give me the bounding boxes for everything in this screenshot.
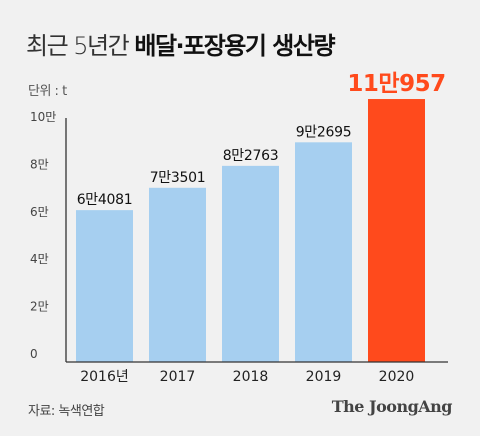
unit-label: 단위 : t (28, 84, 67, 99)
title-light: 최근 5년간 (26, 32, 130, 60)
bar (295, 142, 352, 362)
y-tick-label: 0 (30, 347, 38, 361)
data-label: 9만2695 (296, 124, 352, 140)
y-tick-label: 4만 (30, 252, 49, 266)
publisher-logo: The JoongAng (331, 397, 453, 416)
data-label: 7만3501 (150, 170, 206, 186)
bar (149, 187, 206, 362)
x-tick-label: 2017 (160, 369, 196, 385)
source-note: 자료: 녹색연합 (28, 404, 105, 419)
chart-title: 최근 5년간 배달·포장용기 생산량 (26, 26, 336, 61)
x-tick-label: 2018 (233, 369, 269, 385)
title-bold: 배달·포장용기 생산량 (134, 32, 335, 60)
y-tick-label: 6만 (30, 205, 49, 219)
data-label: 8만2763 (223, 148, 279, 164)
y-tick-label: 8만 (30, 157, 49, 171)
bar (76, 210, 133, 362)
x-tick-label: 2020 (379, 369, 415, 385)
x-tick-label: 2019 (306, 369, 342, 385)
bar (368, 99, 425, 362)
bar (222, 165, 279, 362)
data-label: 11만957 (347, 71, 445, 97)
y-tick-label: 10만 (30, 110, 56, 124)
data-label: 6만4081 (77, 192, 133, 208)
x-tick-label: 2016년 (80, 369, 129, 385)
y-tick-label: 2만 (30, 300, 49, 314)
